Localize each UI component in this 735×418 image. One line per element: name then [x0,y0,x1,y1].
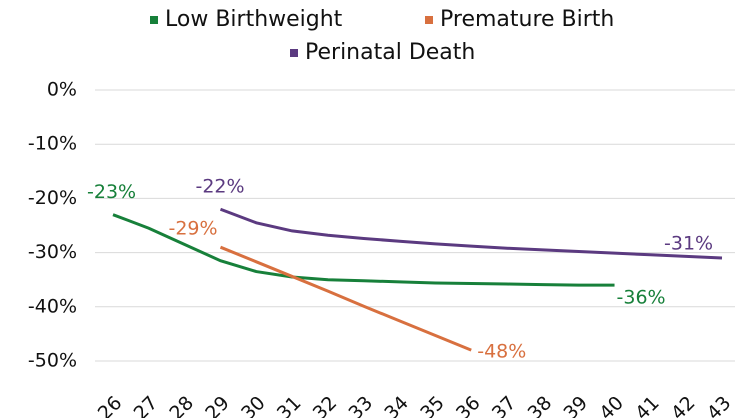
y-tick-label: -20% [28,187,77,209]
legend-label: Perinatal Death [305,40,475,65]
data-label: -23% [87,181,136,203]
x-tick-label: 38 [524,392,557,418]
y-tick-label: -40% [28,295,77,317]
x-tick-label: 32 [309,392,342,418]
data-label: -22% [195,176,244,198]
series-line [219,245,472,352]
x-tick-label: 39 [559,392,592,418]
x-tick-label: 41 [631,392,664,418]
x-tick-label: 37 [488,392,521,418]
x-tick-label: 31 [273,392,306,418]
y-tick-label: -50% [28,350,77,372]
data-label: -31% [664,233,713,255]
legend-swatch [150,16,158,24]
x-tick-label: 30 [237,392,270,418]
data-label: -48% [477,341,526,363]
x-tick-label: 43 [703,392,735,418]
series-line [112,213,615,287]
legend-swatch [425,16,433,24]
x-tick-label: 42 [667,392,700,418]
series-line [219,207,723,260]
data-label: -36% [617,287,666,309]
x-tick-label: 29 [201,392,234,418]
x-tick-label: 40 [595,392,628,418]
x-tick-label: 26 [94,392,127,418]
x-tick-label: 35 [416,392,449,418]
y-tick-label: -30% [28,241,77,263]
y-tick-label: 0% [47,79,77,101]
data-label: -29% [168,218,217,240]
x-tick-label: 36 [452,392,485,418]
legend-swatch [290,49,298,57]
legend-label: Low Birthweight [165,7,343,32]
y-tick-label: -10% [28,133,77,155]
legend-label: Premature Birth [440,7,614,32]
x-tick-label: 34 [380,392,413,418]
x-tick-label: 28 [165,392,198,418]
x-tick-label: 27 [130,392,163,418]
x-tick-label: 33 [345,392,378,418]
